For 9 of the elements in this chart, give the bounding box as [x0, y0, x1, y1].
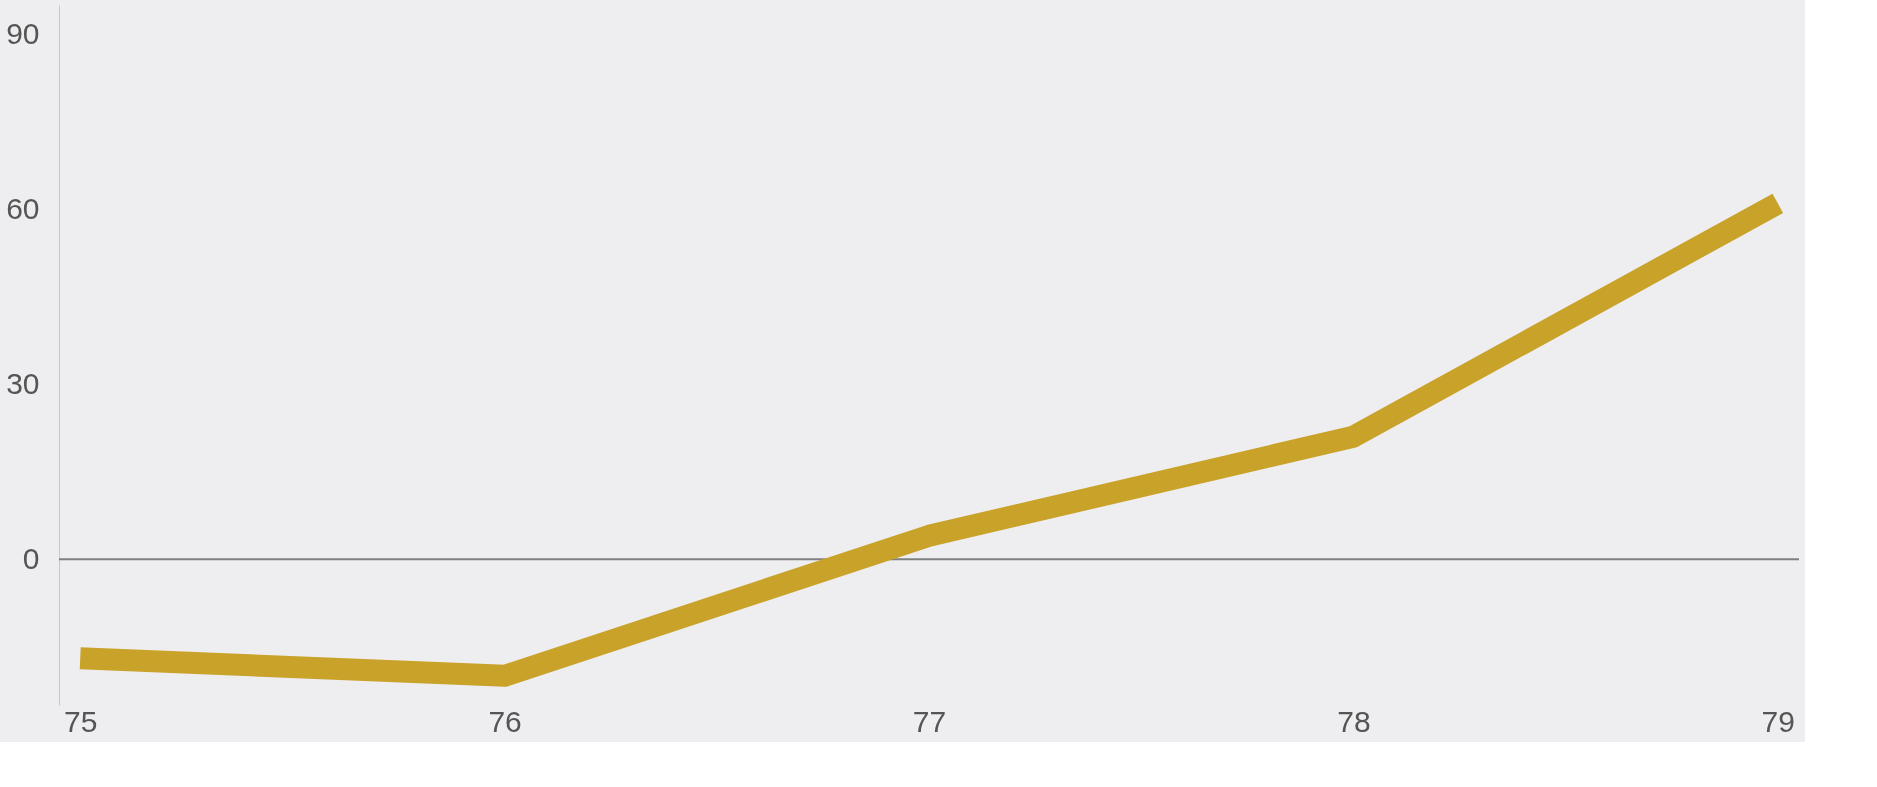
- y-tick-label: 60: [6, 191, 40, 225]
- y-tick-label: 90: [6, 16, 40, 50]
- y-tick-label: 0: [22, 541, 40, 575]
- x-tick-label: 77: [912, 704, 947, 738]
- x-tick-label: 75: [64, 704, 98, 738]
- x-tick-label: 79: [1761, 704, 1795, 738]
- x-tick-label: 78: [1337, 704, 1371, 738]
- x-tick-label: 76: [488, 704, 522, 738]
- y-tick-label: 30: [6, 366, 40, 400]
